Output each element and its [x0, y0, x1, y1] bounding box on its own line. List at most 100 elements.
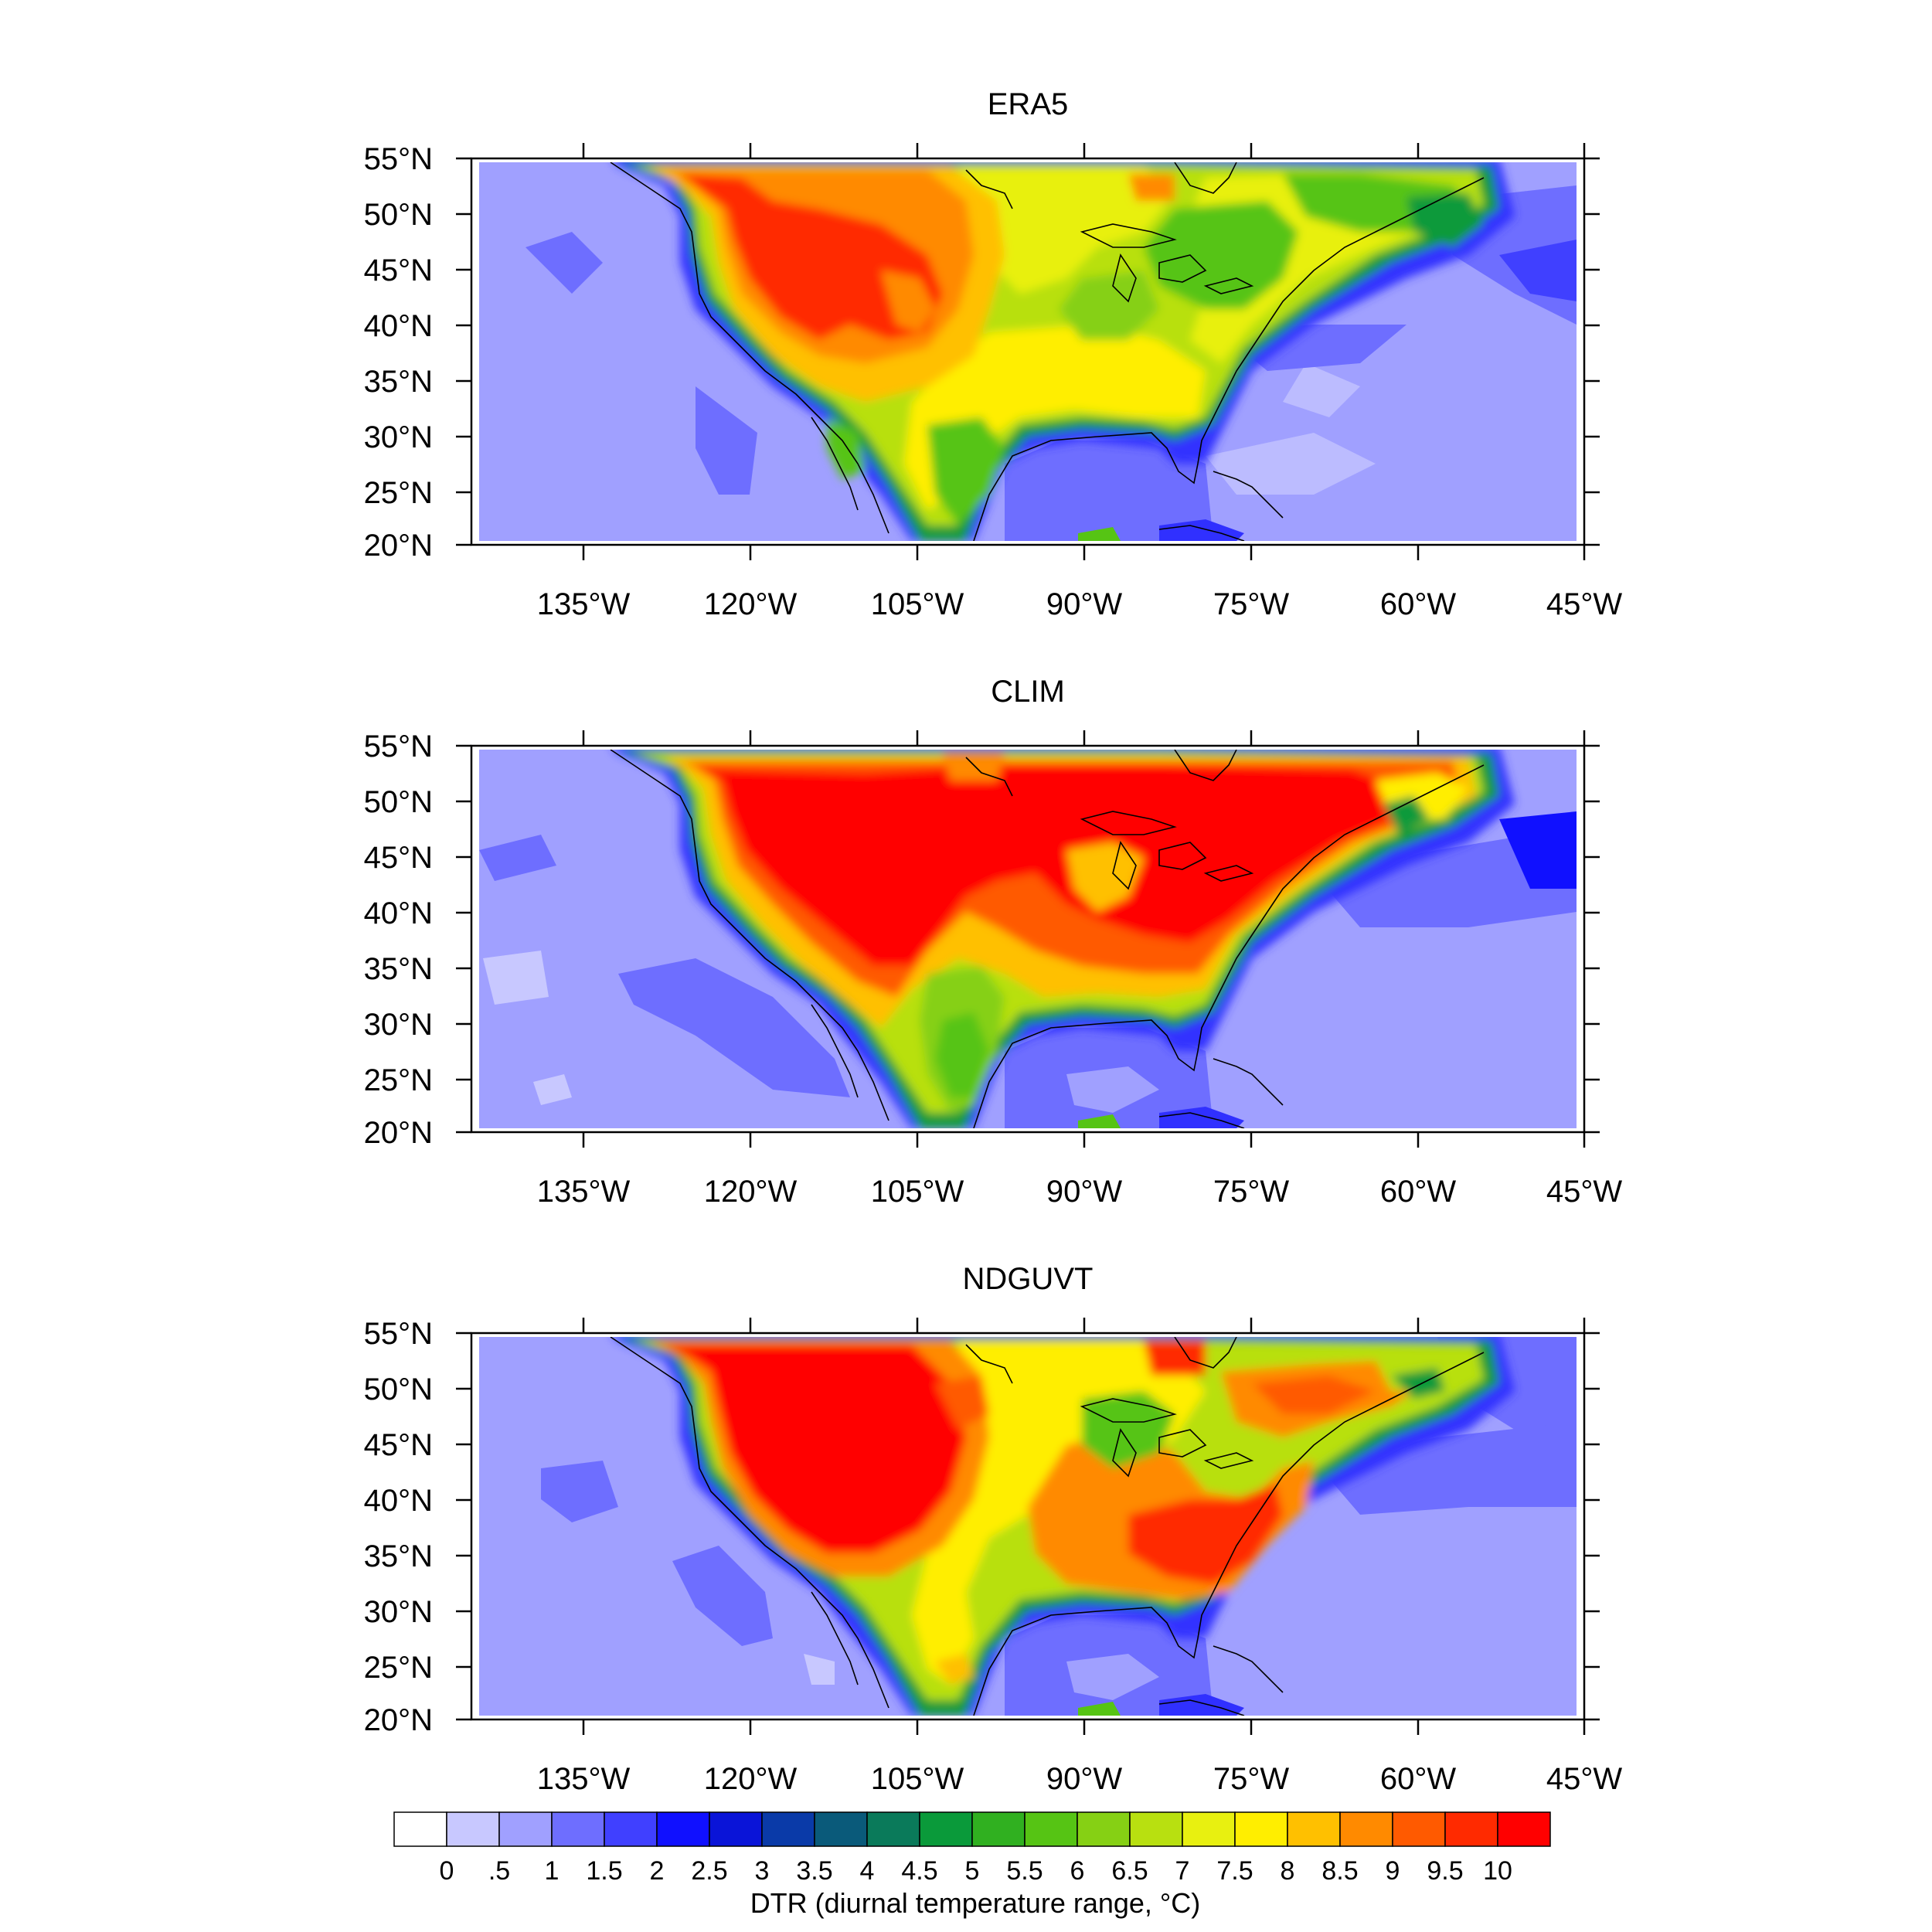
colorbar-swatch [866, 1811, 920, 1847]
land-layers [614, 1337, 1515, 1716]
colorbar: 0 .5 1 1.5 2 2.5 3 3.5 4 4.5 5 5.5 6 6.5 7 7.5 8 8.5 9 9.5 1… [393, 1811, 1551, 1919]
caribbean-coast [1158, 471, 1284, 541]
lon-label: 45°W [1546, 1175, 1622, 1209]
coastlines [610, 1337, 1485, 1716]
hudson-bay-coast [965, 162, 1237, 209]
land-fill [881, 270, 935, 332]
lon-label: 75°W [1213, 1175, 1289, 1209]
ocean-patch [1066, 1066, 1159, 1113]
island [1159, 1107, 1244, 1128]
coastline-baja [811, 1004, 859, 1098]
ocean-patch [483, 951, 549, 1005]
colorbar-tick-label: 5 [965, 1856, 980, 1886]
panel-ndguvt: NDGUVT [364, 1262, 1623, 1796]
lon-label: 60°W [1380, 587, 1456, 621]
colorbar-tick-label: 2.5 [691, 1856, 727, 1886]
colorbar-swatch [1024, 1811, 1078, 1847]
coastline-baja [811, 417, 859, 511]
coastlines [610, 162, 1485, 541]
lat-label: 40°N [364, 1484, 433, 1518]
land-fill [904, 325, 1206, 510]
colorbar-tick-labels: 0 .5 1 1.5 2 2.5 3 3.5 4 4.5 5 5.5 6 6.5 7 7.5 8 8.5 9 9.5 1… [440, 1856, 1512, 1886]
land-fill [935, 1376, 989, 1430]
island [1159, 1694, 1244, 1716]
hudson-bay-coast [965, 1337, 1237, 1384]
lon-label: 75°W [1213, 587, 1289, 621]
lon-label: 105°W [871, 587, 964, 621]
map-field [479, 750, 1577, 1128]
land-fill [1128, 174, 1175, 201]
coastline-west [610, 1337, 889, 1709]
great-lakes [1080, 811, 1254, 890]
great-lakes [1080, 223, 1254, 303]
ocean-patch [1499, 240, 1577, 301]
colorbar-swatches [393, 1811, 1551, 1847]
coastline-west [610, 750, 889, 1121]
coastline-gulf [973, 324, 1268, 541]
lat-label: 20°N [364, 529, 433, 563]
ocean-patch [1206, 433, 1376, 495]
lon-label: 75°W [1213, 1762, 1289, 1796]
colorbar-swatch [498, 1811, 553, 1847]
land-fill [1252, 1376, 1376, 1414]
panel-title: ERA5 [988, 87, 1069, 121]
colorbar-tick-label: 3 [755, 1856, 770, 1886]
coastline-gulf [973, 911, 1268, 1128]
coastline-east [1267, 177, 1485, 325]
land-fill [943, 753, 1005, 781]
lon-label: 120°W [704, 1175, 798, 1209]
island [1078, 527, 1121, 541]
colorbar-swatch [1182, 1811, 1236, 1847]
coastline-east [1267, 764, 1485, 913]
colorbar-tick-label: 3.5 [796, 1856, 832, 1886]
lat-label: 25°N [364, 1063, 433, 1097]
panel-title: CLIM [991, 675, 1065, 709]
colorbar-swatch [1339, 1811, 1393, 1847]
lat-label: 35°N [364, 365, 433, 399]
island [1078, 1114, 1121, 1128]
colorbar-swatch [551, 1811, 605, 1847]
map-frame [470, 744, 1586, 1134]
colorbar-swatch [446, 1811, 500, 1847]
lat-labels: 55°N 50°N 45°N 40°N 35°N 30°N 25°N 20°N [364, 142, 433, 563]
colorbar-swatch [656, 1811, 710, 1847]
map-field [479, 1337, 1577, 1716]
lon-label: 60°W [1380, 1175, 1456, 1209]
map-field [479, 162, 1577, 541]
colorbar-tick-label: 4.5 [901, 1856, 937, 1886]
land-fill [680, 174, 943, 340]
great-lakes [1080, 1398, 1254, 1478]
colorbar-swatch [971, 1811, 1026, 1847]
lat-label: 20°N [364, 1116, 433, 1150]
lat-label: 25°N [364, 1651, 433, 1685]
colorbar-swatch [393, 1811, 447, 1847]
colorbar-tick-label: 10 [1483, 1856, 1512, 1886]
island [1159, 519, 1244, 541]
lon-label: 90°W [1046, 587, 1122, 621]
colorbar-tick-label: 6.5 [1111, 1856, 1148, 1886]
colorbar-tick-label: 7.5 [1216, 1856, 1253, 1886]
lon-label: 45°W [1546, 1762, 1622, 1796]
coastline-baja [811, 1591, 859, 1685]
lat-label: 30°N [364, 1008, 433, 1042]
coastline-west [610, 162, 889, 534]
lon-labels: 135°W 120°W 105°W 90°W 75°W 60°W 45°W [537, 587, 1623, 621]
colorbar-swatch [604, 1811, 658, 1847]
colorbar-label: DTR (diurnal temperature range, °C) [750, 1887, 1201, 1919]
land-fill [1144, 1341, 1206, 1376]
lat-label: 25°N [364, 476, 433, 510]
land-fill [1024, 464, 1097, 510]
land-fill [1391, 1368, 1445, 1399]
lat-label: 35°N [364, 952, 433, 986]
lon-label: 135°W [537, 587, 631, 621]
lat-label: 45°N [364, 1428, 433, 1462]
ocean-patch [804, 1654, 835, 1685]
colorbar-tick-label: 1 [545, 1856, 560, 1886]
land-fill [696, 765, 1422, 966]
panel-era5: ERA5 [364, 87, 1623, 621]
colorbar-swatch [709, 1811, 763, 1847]
land-layers [615, 162, 1515, 541]
lon-label: 105°W [871, 1175, 964, 1209]
land-fill [665, 1345, 966, 1553]
